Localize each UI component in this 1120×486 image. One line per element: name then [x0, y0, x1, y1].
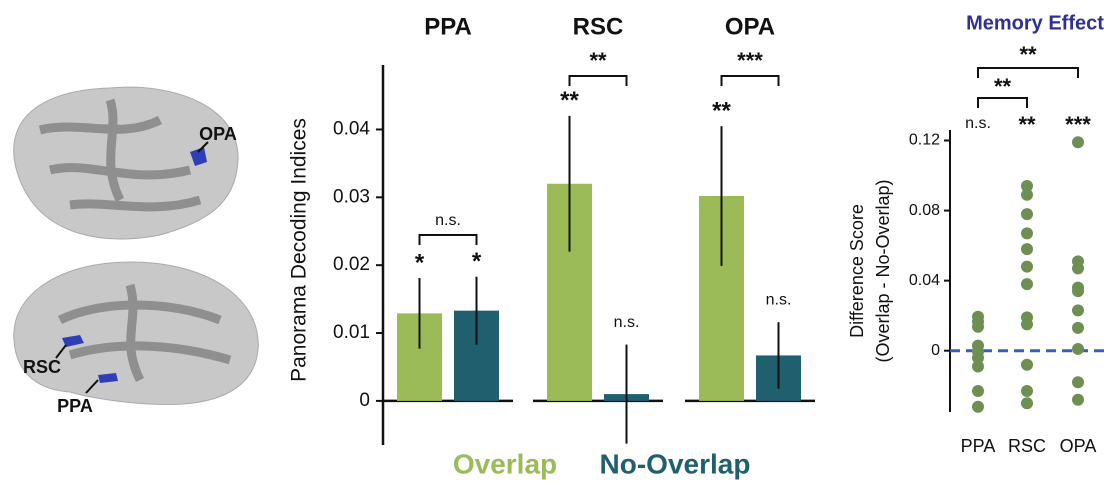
panel-title: RSC: [573, 13, 624, 40]
bracket: [418, 234, 478, 245]
x-tick-label: OPA: [1060, 436, 1097, 456]
data-point: [1072, 304, 1084, 317]
bracket-label: **: [589, 48, 607, 73]
data-point: [972, 360, 984, 373]
y-tick-label: 0: [931, 342, 940, 359]
data-point: [1072, 321, 1084, 334]
significance-label: *: [472, 248, 482, 275]
data-point: [1021, 278, 1033, 291]
bracket-label: n.s.: [435, 212, 461, 229]
significance-label: n.s.: [766, 291, 792, 308]
data-point: [972, 400, 984, 413]
data-point: [1021, 260, 1033, 273]
y-axis-label: (Overlap - No-Overlap): [873, 179, 893, 362]
y-tick-label: 0: [359, 390, 370, 411]
significance-label: n.s.: [614, 314, 640, 331]
bracket: [720, 75, 780, 86]
data-point: [1021, 227, 1033, 240]
y-tick-label: 0.12: [909, 132, 940, 149]
y-tick-label: 0.08: [909, 202, 940, 219]
y-tick-label: 0.02: [333, 254, 370, 275]
data-point: [1072, 376, 1084, 389]
y-axis-label: Panorama Decoding Indices: [288, 118, 311, 382]
significance-label: **: [712, 97, 731, 124]
y-axis-label: Difference Score: [847, 204, 867, 338]
significance-label: **: [560, 87, 579, 114]
bracket-label: ***: [737, 48, 763, 73]
data-point: [1021, 358, 1033, 371]
brain-medial: [13, 261, 259, 406]
bracket: [568, 75, 628, 86]
significance-label: n.s.: [965, 115, 991, 132]
x-tick-label: RSC: [1008, 436, 1046, 456]
significance-label: **: [1018, 112, 1036, 137]
brain-label: OPA: [199, 124, 237, 144]
brain-label: RSC: [23, 357, 61, 377]
data-point: [1021, 384, 1033, 397]
chart-title: Memory Effect: [966, 12, 1104, 34]
y-tick-label: 0.04: [333, 118, 370, 139]
data-point: [1021, 243, 1033, 256]
brain-label: PPA: [57, 396, 93, 416]
significance-label: ***: [1065, 112, 1091, 137]
bracket-label: **: [994, 74, 1012, 99]
data-point: [1072, 393, 1084, 406]
data-point: [1072, 342, 1084, 355]
bracket: [977, 97, 1028, 108]
brain-lateral: [13, 86, 239, 240]
data-point: [1072, 285, 1084, 298]
data-point: [972, 384, 984, 397]
data-point: [1072, 262, 1084, 275]
x-tick-label: PPA: [961, 436, 996, 456]
y-tick-label: 0.03: [333, 186, 370, 207]
data-point: [1021, 208, 1033, 221]
data-point: [1021, 188, 1033, 201]
data-point: [1021, 397, 1033, 410]
data-point: [1021, 318, 1033, 331]
bracket: [977, 67, 1079, 78]
y-tick-label: 0.04: [909, 272, 940, 289]
data-point: [972, 320, 984, 333]
y-tick-label: 0.01: [333, 322, 370, 343]
legend-entry: Overlap: [453, 448, 557, 479]
bracket-label: **: [1019, 42, 1037, 67]
legend-entry: No-Overlap: [600, 448, 751, 479]
panel-title: PPA: [424, 13, 472, 40]
data-point: [1072, 136, 1084, 149]
significance-label: *: [415, 249, 425, 276]
panel-title: OPA: [725, 13, 775, 40]
data-point: [1021, 180, 1033, 193]
data-point: [972, 351, 984, 364]
